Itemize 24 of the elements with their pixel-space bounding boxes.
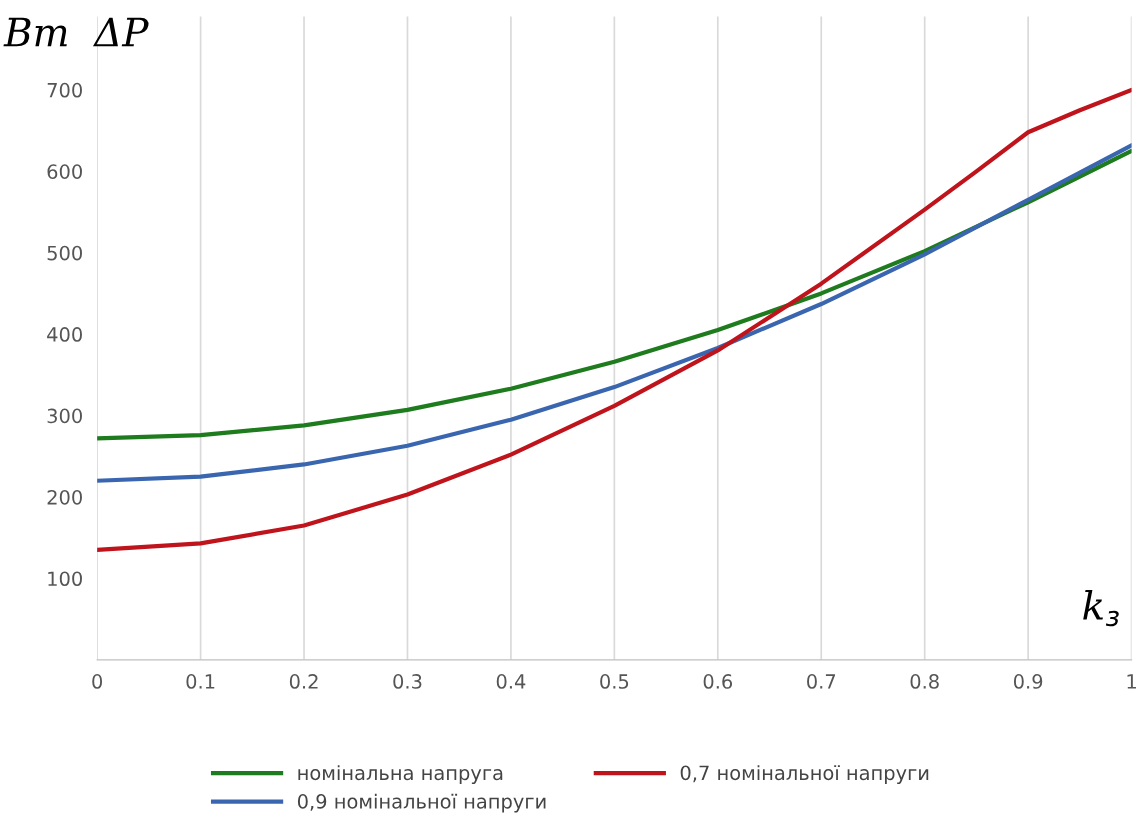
x-tick-label: 0.2 xyxy=(289,674,318,689)
y-tick-label: 400 xyxy=(47,327,82,342)
x-tick-label: 0.3 xyxy=(393,674,422,689)
x-tick-label: 0.7 xyxy=(807,674,836,689)
x-tick-label: 0.6 xyxy=(703,674,733,689)
x-tick-label: 0 xyxy=(92,674,103,689)
x-tick-label: 1 xyxy=(1127,674,1136,689)
y-axis-title: Вт ΔP xyxy=(3,17,149,47)
line-series xyxy=(97,87,1132,553)
y-tick-label: 100 xyxy=(48,571,82,587)
legend-label: 0,7 номінальної напруги xyxy=(680,765,929,784)
x-axis-title: k$_{з}$ xyxy=(1083,590,1119,627)
y-tick-label: 300 xyxy=(47,408,82,424)
legend-label: номінальна напруга xyxy=(298,765,503,784)
y-tick-label: 700 xyxy=(47,82,82,98)
x-tick-label: 0.5 xyxy=(600,674,629,689)
x-tick-label: 0.8 xyxy=(910,674,939,689)
y-tick-label: 500 xyxy=(47,245,82,261)
legend-label: 0,9 номінальної напруги xyxy=(297,793,546,813)
x-tick-label: 0.9 xyxy=(1013,674,1043,689)
y-tick-label: 200 xyxy=(47,489,82,505)
x-tick-label: 0.4 xyxy=(496,674,526,689)
y-tick-label: 600 xyxy=(47,164,82,179)
x-tick-label: 0.1 xyxy=(186,674,215,689)
